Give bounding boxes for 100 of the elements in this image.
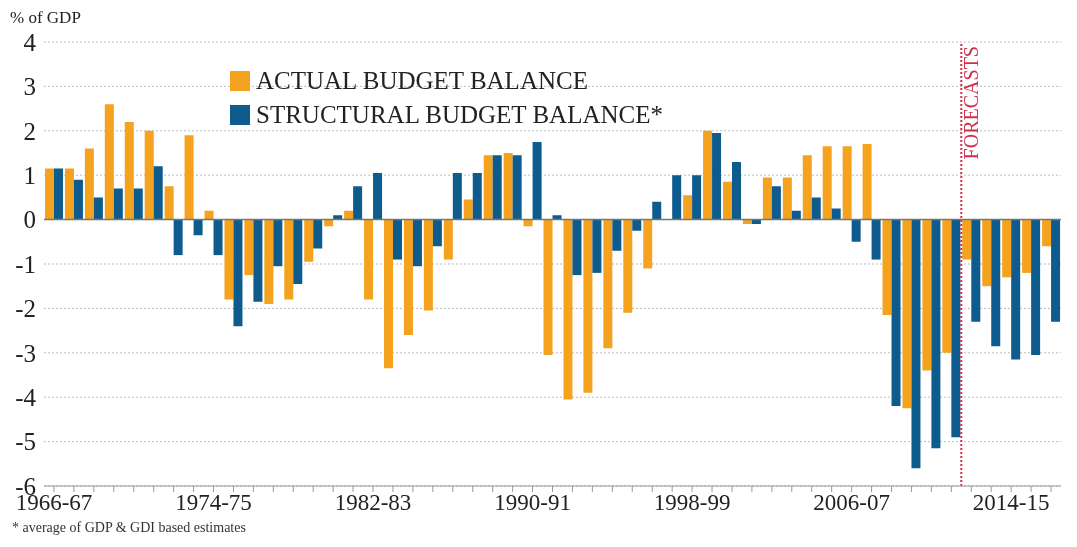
- bar: [463, 199, 473, 220]
- bar: [842, 146, 852, 220]
- x-tick-label: 2014-15: [972, 490, 1050, 516]
- bar: [811, 197, 821, 220]
- y-tick-label: -5: [15, 428, 36, 456]
- bar: [991, 219, 1001, 347]
- bar: [982, 219, 992, 287]
- bar: [652, 201, 662, 220]
- bar: [672, 175, 682, 220]
- bar: [104, 104, 114, 220]
- bar: [871, 219, 881, 260]
- bar: [802, 155, 812, 220]
- bar: [153, 166, 163, 220]
- bar: [971, 219, 981, 322]
- bar: [891, 219, 901, 407]
- bar: [782, 177, 792, 220]
- bar: [732, 161, 741, 220]
- y-tick-label: -2: [15, 295, 36, 323]
- legend-label: STRUCTURAL BUDGET BALANCE*: [256, 100, 663, 130]
- bar: [144, 130, 154, 220]
- bar: [64, 168, 74, 220]
- bar: [822, 146, 832, 220]
- bar: [93, 197, 103, 220]
- bar: [572, 219, 582, 276]
- bar: [54, 168, 63, 220]
- y-tick-label: 0: [23, 206, 36, 234]
- x-tick-label: 1974-75: [175, 490, 252, 516]
- bar: [911, 219, 921, 469]
- bar: [432, 219, 442, 247]
- bar: [403, 219, 413, 336]
- text: * average of GDP & GDI based estimates: [11, 520, 247, 536]
- bar: [133, 188, 143, 220]
- bar: [643, 219, 653, 269]
- bar: [623, 219, 633, 313]
- bar: [324, 219, 334, 227]
- bar: [762, 177, 772, 220]
- bar: [273, 219, 283, 267]
- bar: [423, 219, 433, 311]
- bar: [193, 219, 203, 236]
- y-axis-title: % of GDP: [9, 8, 82, 29]
- bar: [84, 148, 94, 220]
- bar: [373, 172, 383, 220]
- bar: [683, 195, 693, 220]
- bar: [124, 121, 134, 220]
- bar: [723, 181, 732, 220]
- y-tick-label: 2: [23, 117, 36, 145]
- bar: [313, 219, 323, 249]
- bar: [364, 219, 374, 300]
- legend-label: ACTUAL BUDGET BALANCE: [256, 66, 588, 96]
- bar: [264, 219, 274, 304]
- bar: [492, 155, 502, 220]
- bar: [253, 219, 263, 302]
- bar: [284, 219, 294, 300]
- y-tick-label: -1: [15, 250, 36, 278]
- bar: [472, 172, 482, 220]
- bar: [712, 133, 722, 220]
- bar: [213, 219, 223, 256]
- bar: [543, 219, 553, 356]
- bar: [353, 186, 363, 220]
- bar: [563, 219, 573, 400]
- bar: [962, 219, 972, 260]
- bar: [1031, 219, 1041, 356]
- bar: [512, 155, 522, 220]
- bar: [632, 219, 642, 231]
- bar: [113, 188, 123, 220]
- bar: [951, 219, 961, 438]
- bar: [483, 155, 493, 220]
- bar: [583, 219, 593, 393]
- y-tick-label: 4: [23, 28, 37, 56]
- bar: [443, 219, 453, 260]
- bar: [233, 219, 243, 327]
- bar: [1022, 219, 1032, 273]
- bar: [692, 175, 702, 220]
- bar: [452, 172, 462, 220]
- bar: [45, 168, 54, 220]
- bar: [293, 219, 303, 284]
- bar: [612, 219, 622, 251]
- bar: [224, 219, 234, 300]
- bar: [942, 219, 952, 353]
- bar: [523, 219, 533, 227]
- x-tick-label: 2006-07: [813, 490, 890, 516]
- bar: [1011, 219, 1021, 360]
- bar: [703, 130, 713, 220]
- y-tick-label: -4: [15, 384, 37, 412]
- bar: [922, 219, 932, 371]
- bar: [771, 186, 781, 220]
- bar: [384, 219, 393, 369]
- bar: [882, 219, 892, 316]
- annotation: FORECASTS: [959, 46, 982, 160]
- bar: [184, 135, 194, 220]
- bar: [603, 219, 613, 349]
- bar: [931, 219, 941, 449]
- bar: [751, 219, 761, 225]
- bar: [831, 208, 841, 220]
- bar: [532, 141, 542, 220]
- bar: [1051, 219, 1061, 322]
- bar: [244, 219, 254, 276]
- bar: [304, 219, 314, 262]
- y-tick-label: 1: [23, 162, 36, 190]
- bar: [73, 179, 83, 220]
